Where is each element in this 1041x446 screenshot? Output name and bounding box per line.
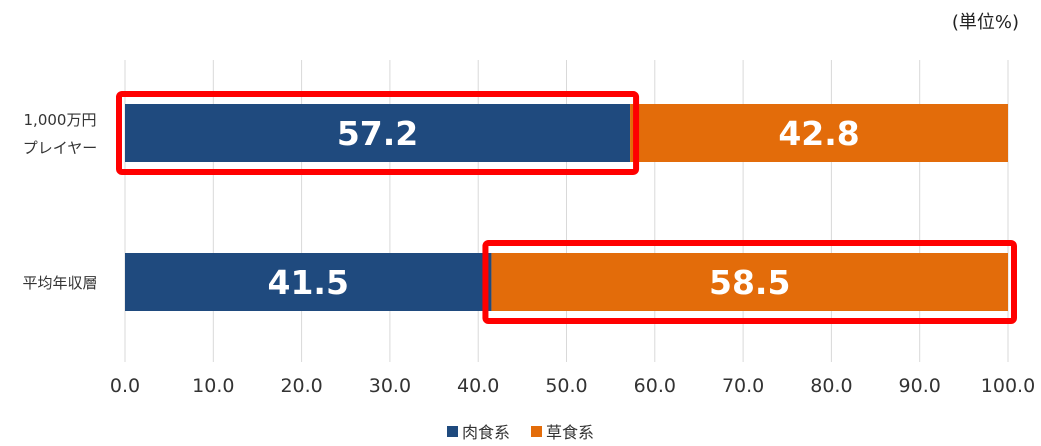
x-tick-label: 90.0 (899, 375, 941, 397)
data-label: 42.8 (778, 114, 859, 153)
legend-label-herbivore: 草食系 (546, 423, 595, 442)
x-tick-label: 40.0 (457, 375, 499, 397)
unit-label: (単位%) (951, 12, 1019, 33)
x-tick-label: 70.0 (722, 375, 764, 397)
x-tick-label: 0.0 (110, 375, 140, 397)
x-tick-label: 100.0 (981, 375, 1035, 397)
x-tick-label: 20.0 (280, 375, 322, 397)
legend-item-herbivore: 草食系 (531, 419, 594, 443)
x-tick-label: 80.0 (810, 375, 852, 397)
data-label: 58.5 (709, 263, 790, 302)
category-label: 1,000万円 (24, 111, 97, 129)
legend-swatch-meat (446, 425, 458, 437)
x-tick-label: 10.0 (192, 375, 234, 397)
x-tick-label: 60.0 (634, 375, 676, 397)
highlight-box (116, 91, 640, 175)
data-label: 57.2 (337, 114, 418, 153)
x-tick-label: 30.0 (369, 375, 411, 397)
bar-segment (630, 104, 1008, 162)
legend-item-meat: 肉食系 (446, 419, 510, 443)
legend-label-meat: 肉食系 (461, 423, 510, 442)
legend: 肉食系 草食系 (0, 419, 1041, 443)
x-axis-ticks: 0.0 10.0 20.0 30.0 40.0 50.0 60.0 70.0 80.0 90.0 1… (110, 375, 1035, 397)
bar-segment (125, 253, 492, 311)
category-label: プレイヤー (23, 139, 98, 157)
bar-segment (491, 253, 1008, 311)
legend-swatch-herbivore (531, 425, 543, 437)
category-label: 平均年収層 (22, 274, 97, 292)
x-tick-label: 50.0 (545, 375, 587, 397)
bars (125, 104, 1008, 311)
data-label: 41.5 (268, 263, 349, 302)
bar-segment (125, 104, 631, 162)
highlight-boxes (116, 91, 1017, 324)
highlight-box (482, 240, 1017, 324)
data-labels: 57.2 42.8 41.5 58.5 (268, 114, 860, 302)
